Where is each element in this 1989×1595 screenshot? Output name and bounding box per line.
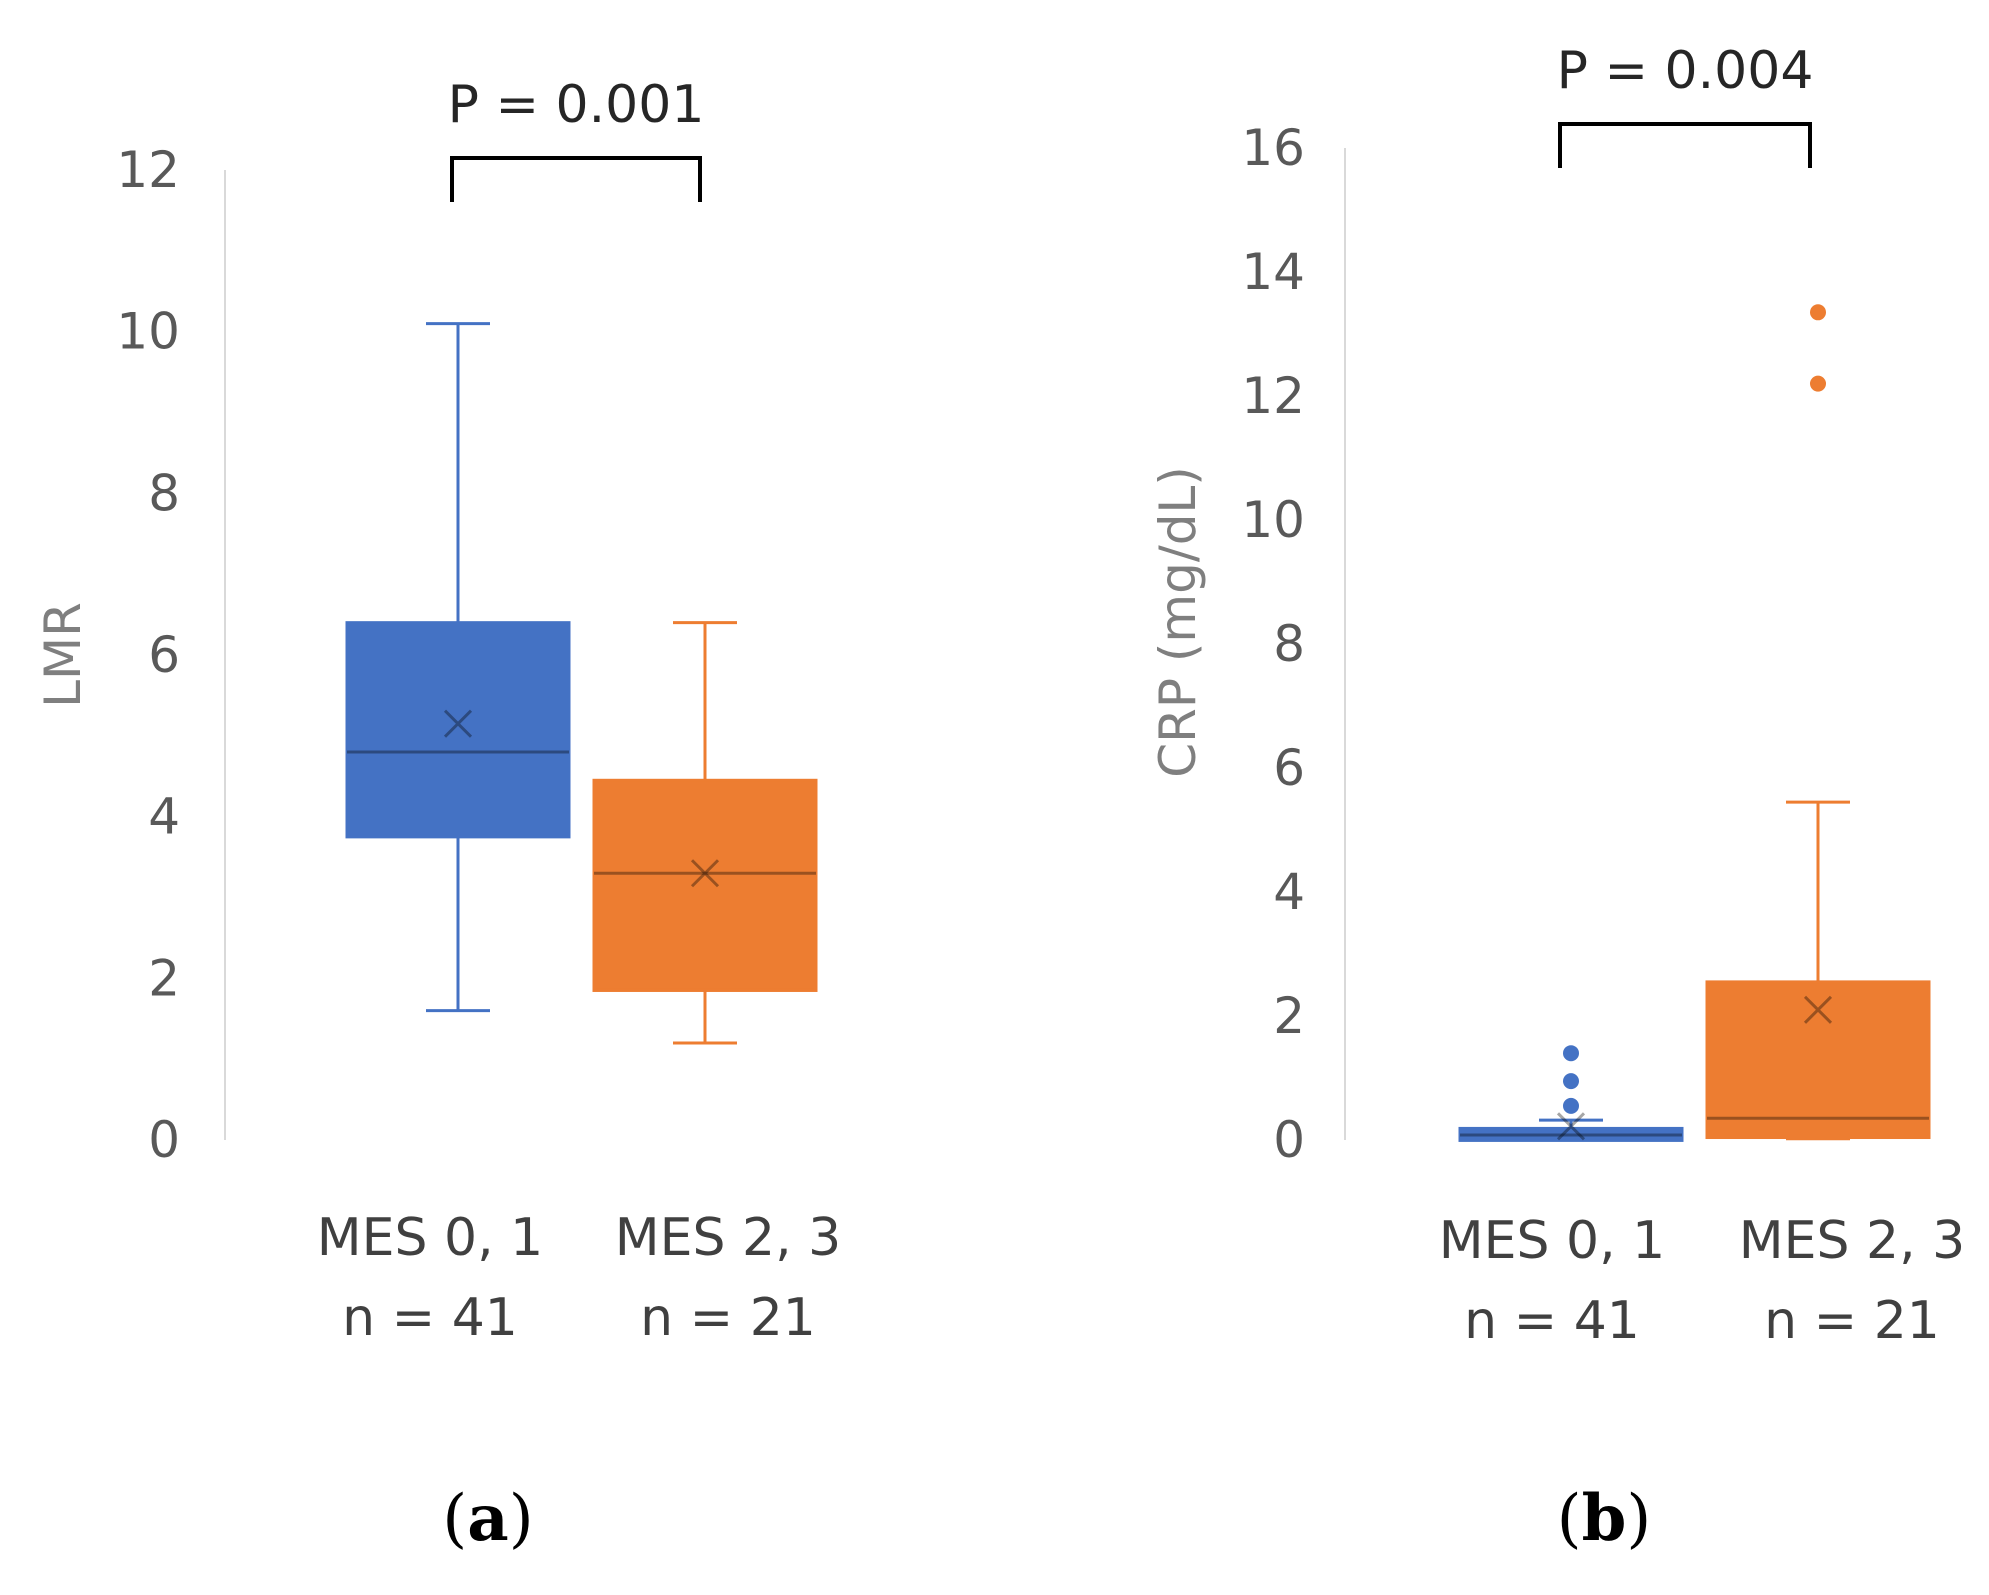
panel-a-y-tick-label: 10	[116, 303, 180, 361]
panel-b-boxes	[1458, 304, 1931, 1142]
panel-b-category-label-1: MES 0, 1	[1439, 1211, 1665, 1271]
panel-b-y-tick-label: 6	[1273, 739, 1305, 797]
panel-a-y-tick-label: 6	[148, 626, 180, 684]
panel-a-y-axis-title: LMR	[34, 602, 92, 708]
panel-a-n-label-1: n = 41	[342, 1288, 518, 1348]
panel-b-y-tick-label: 12	[1241, 367, 1305, 425]
panel-a-group-1-mean-marker	[443, 709, 473, 738]
panel-a-bracket-line	[450, 156, 702, 202]
panel-b-p-value: P = 0.004	[1557, 41, 1814, 101]
panel-b-y-tick-label: 2	[1273, 987, 1305, 1045]
panel-b-group-1-mean-marker	[1556, 1112, 1586, 1141]
panel-a-n-label-2: n = 21	[640, 1288, 816, 1348]
panel-b-group-2-outlier-point	[1810, 304, 1826, 321]
panel-a-y-ticks: 0 2 4 6 8 10 12	[116, 141, 180, 1169]
panel-a-y-tick-label: 12	[116, 141, 180, 199]
panel-b-group-2-box	[1705, 980, 1931, 1140]
panel-b-group-1-outlier-point	[1563, 1097, 1579, 1114]
panel-b-category-label-2: MES 2, 3	[1739, 1211, 1965, 1271]
panel-b-label: (b)	[1557, 1481, 1652, 1556]
panel-b-significance-bracket: P = 0.004	[1557, 41, 1814, 168]
panel-a-boxes	[345, 322, 818, 1045]
panel-a-y-tick-label: 2	[148, 949, 180, 1007]
panel-a-group-1-box	[345, 621, 571, 839]
panel-b-y-tick-label: 0	[1273, 1111, 1305, 1169]
panel-b-group-1-box	[1458, 1126, 1684, 1142]
panel-a-y-tick-label: 8	[148, 464, 180, 522]
panel-a-y-tick-label: 0	[148, 1111, 180, 1169]
panel-b-y-tick-label: 10	[1241, 491, 1305, 549]
panel-a-category-label-1: MES 0, 1	[317, 1208, 543, 1268]
panel-b-group-1-outlier-point	[1563, 1073, 1579, 1090]
panel-a-group-2-box	[592, 778, 818, 992]
panel-b-bracket-line	[1558, 122, 1812, 168]
panel-b-y-ticks: 0 2 4 6 8 10 12 14 16	[1241, 119, 1305, 1169]
panel-a-y-tick-label: 4	[148, 788, 180, 846]
panel-b-n-label-1: n = 41	[1464, 1291, 1640, 1351]
panel-a-p-value: P = 0.001	[448, 75, 705, 135]
panel-a-group-2-mean-marker	[690, 859, 720, 888]
panel-b: CRP (mg/dL) 0 2 4 6 8 10 12 14 16 P = 0.004 MES …	[1149, 41, 1965, 1556]
panel-b-y-tick-label: 16	[1241, 119, 1305, 177]
panel-b-n-label-2: n = 21	[1764, 1291, 1940, 1351]
panel-a-category-label-2: MES 2, 3	[615, 1208, 841, 1268]
panel-b-y-tick-label: 4	[1273, 863, 1305, 921]
panel-b-group-1-outlier-point	[1563, 1045, 1579, 1062]
panel-b-y-tick-label: 14	[1241, 243, 1305, 301]
panel-b-group-2-mean-marker	[1803, 995, 1833, 1024]
panel-b-y-axis-title: CRP (mg/dL)	[1149, 466, 1207, 778]
panel-b-y-tick-label: 8	[1273, 615, 1305, 673]
panel-a-label: (a)	[442, 1481, 533, 1556]
panel-b-group-2-outlier-point	[1810, 375, 1826, 392]
panel-a-significance-bracket: P = 0.001	[448, 75, 705, 202]
